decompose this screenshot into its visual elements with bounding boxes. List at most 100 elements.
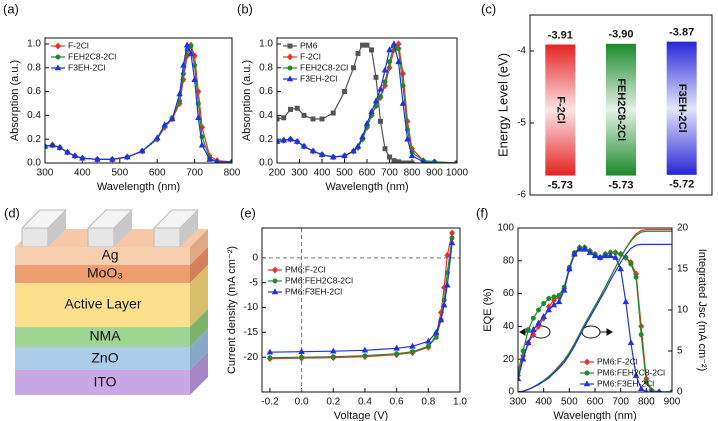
x-tick-label: 300	[37, 168, 54, 179]
data-point	[530, 315, 536, 321]
y-tick-label: 0.4	[259, 110, 273, 121]
legend-label: PM6:F-2Cl	[285, 264, 326, 274]
panel-label: (e)	[240, 205, 256, 220]
y-axis-label: Absorption (a.u.)	[9, 60, 21, 141]
data-point	[360, 42, 365, 48]
value-label: -5.72	[669, 179, 694, 191]
x-axis-label: Wavelength (nm)	[325, 181, 408, 193]
data-point	[541, 300, 547, 306]
annotation-ellipse	[581, 325, 601, 339]
data-point	[408, 152, 416, 159]
y-tick-label: 10	[677, 305, 689, 316]
y-tick-label: 0.8	[259, 62, 273, 73]
layer-side	[190, 329, 208, 370]
layer-side	[190, 229, 208, 265]
data-line	[269, 232, 453, 360]
data-point	[350, 147, 357, 154]
x-tick-label: 700	[612, 397, 629, 408]
x-tick-label: 500	[561, 397, 578, 408]
layer-label: Active Layer	[64, 296, 141, 312]
y2-axis-label: Integrated Jsc (mA cm⁻²)	[696, 249, 708, 372]
y-tick-label: -15	[244, 327, 259, 338]
layer-zno	[15, 347, 190, 370]
legend-marker	[583, 380, 591, 387]
data-point	[161, 121, 168, 128]
plot-frame	[529, 14, 713, 196]
legend-label: PM6:FEH2C8-2Cl	[597, 367, 665, 377]
layer-side	[190, 265, 208, 327]
data-point	[409, 160, 415, 163]
data-point	[519, 355, 527, 362]
x-tick-label: 600	[587, 397, 604, 408]
layer-ito	[15, 370, 190, 395]
data-point	[550, 301, 558, 308]
data-point	[351, 65, 356, 71]
layer-label: Ag	[101, 247, 118, 263]
data-point	[382, 79, 388, 85]
data-point	[395, 58, 402, 65]
data-point	[581, 245, 588, 252]
plot-frame	[261, 227, 461, 393]
legend-label: PM6	[300, 40, 318, 50]
data-point	[187, 49, 195, 56]
category-label: F3EH-2Cl	[676, 84, 688, 133]
x-tick-label: 600	[359, 168, 376, 179]
panel-label: (a)	[3, 1, 19, 16]
data-point	[176, 90, 183, 97]
data-point	[309, 147, 317, 154]
y-axis-label: Energy Level (eV)	[495, 53, 510, 157]
data-point	[387, 59, 392, 65]
y-tick-label: 80	[503, 255, 515, 266]
data-point	[444, 281, 451, 288]
data-point	[281, 115, 287, 121]
data-point	[45, 142, 49, 149]
x-tick-label: 500	[336, 168, 353, 179]
y-tick-label: 15	[677, 264, 689, 275]
data-point	[109, 155, 116, 162]
layer-ag	[15, 247, 190, 265]
y-tick-label: 0.2	[27, 134, 41, 145]
data-point	[560, 286, 568, 293]
data-point	[214, 158, 220, 163]
layer-moo3	[15, 265, 190, 283]
y-tick-label: 1.0	[259, 39, 273, 50]
data-point	[294, 105, 300, 111]
data-point	[387, 154, 392, 160]
plot-area	[277, 40, 457, 163]
data-point	[330, 354, 336, 360]
y-tick-label: 0	[677, 387, 683, 398]
x-tick-label: 700	[186, 168, 203, 179]
data-point	[277, 116, 280, 122]
data-point	[299, 354, 305, 360]
data-point	[355, 50, 361, 56]
data-point	[310, 116, 316, 122]
data-point	[535, 319, 542, 326]
x-tick-label: 600	[149, 168, 166, 179]
data-point	[404, 135, 411, 142]
y-tick-label: 1.0	[27, 39, 41, 50]
device-stack: (d) Ag MoO₃ Active Layer NMA ZnO ITO	[4, 205, 208, 395]
x-tick-label: 400	[74, 168, 91, 179]
data-point	[183, 41, 191, 48]
y-tick-label: -20	[244, 352, 259, 363]
data-point	[555, 298, 563, 305]
data-point	[448, 239, 456, 246]
y-tick-label: 20	[677, 223, 689, 234]
layer-active	[15, 283, 190, 327]
data-point	[633, 274, 639, 280]
x-tick-label: 800	[638, 397, 655, 408]
layer-label: ZnO	[91, 350, 118, 366]
x-tick-label: 0.2	[326, 397, 340, 408]
data-point	[287, 135, 294, 142]
annotation-arrowhead	[606, 328, 613, 336]
data-point	[391, 158, 397, 163]
legend-marker	[584, 358, 590, 366]
electrode	[87, 227, 115, 248]
x-tick-label: 400	[535, 397, 552, 408]
data-point	[440, 301, 448, 308]
y-tick-label: 100	[497, 223, 514, 234]
x-tick-label: 0.8	[421, 397, 435, 408]
y-tick-label: -5	[517, 118, 526, 129]
legend-marker	[287, 43, 293, 49]
